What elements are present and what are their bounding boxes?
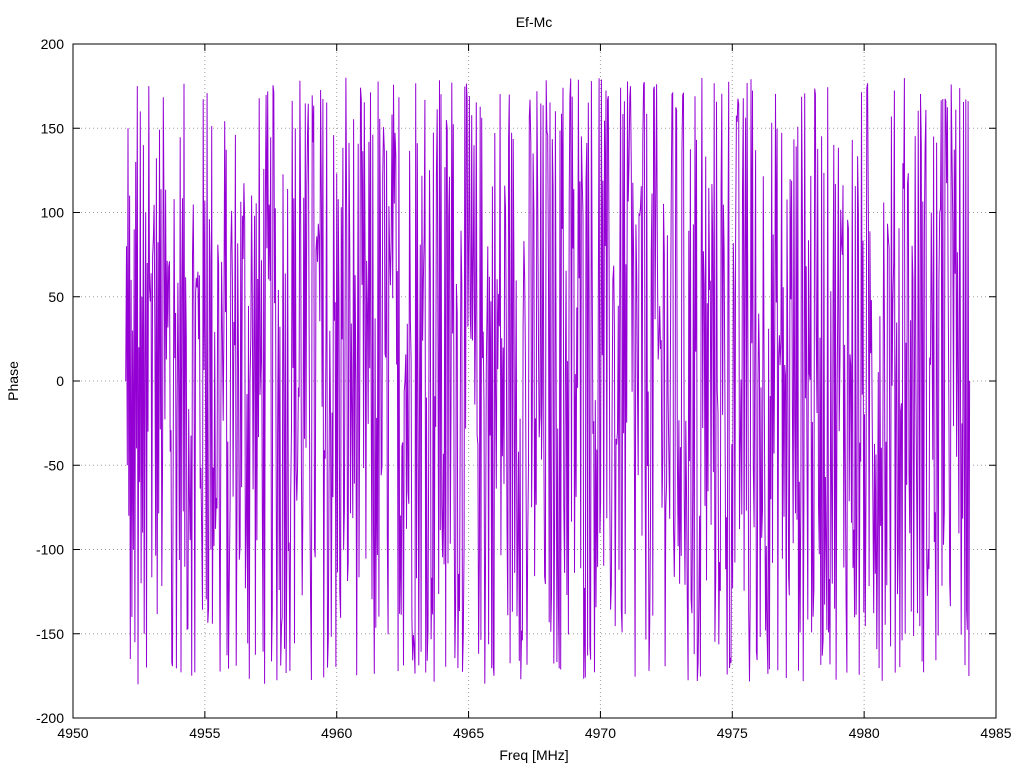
y-axis-label: Phase: [5, 361, 21, 401]
y-tick-label: -200: [36, 710, 64, 726]
y-tick-label: -150: [36, 626, 64, 642]
y-tick-labels: -200 -150 -100 -50 0 50 100 150 200: [36, 36, 64, 726]
x-tick-label: 4985: [980, 725, 1011, 741]
series-phase-line: [125, 77, 971, 685]
y-tick-label: 150: [41, 120, 65, 136]
x-tick-label: 4975: [717, 725, 748, 741]
tick-marks: [72, 43, 997, 719]
y-tick-label: 0: [56, 373, 64, 389]
x-tick-label: 4950: [57, 725, 88, 741]
y-tick-label: -50: [44, 457, 64, 473]
y-tick-label: -100: [36, 542, 64, 558]
y-tick-label: 200: [41, 36, 65, 52]
y-tick-label: 50: [48, 289, 64, 305]
x-tick-label: 4970: [585, 725, 616, 741]
x-tick-labels: 4950 4955 4960 4965 4970 4975 4980 4985: [57, 725, 1011, 741]
y-tick-label: 100: [41, 205, 65, 221]
x-tick-label: 4960: [321, 725, 352, 741]
chart-title: Ef-Mc: [516, 14, 553, 30]
x-tick-label: 4955: [189, 725, 220, 741]
x-tick-label: 4965: [453, 725, 484, 741]
x-axis-label: Freq [MHz]: [499, 747, 568, 763]
phase-line: [125, 77, 971, 685]
x-tick-label: 4980: [849, 725, 880, 741]
